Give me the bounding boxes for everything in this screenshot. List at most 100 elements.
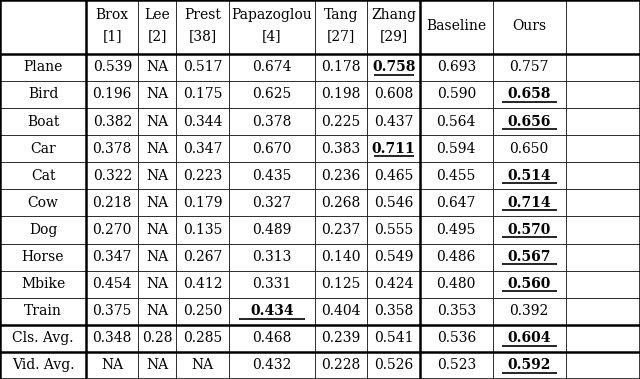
Text: 0.455: 0.455 (436, 169, 476, 183)
Text: 0.268: 0.268 (321, 196, 361, 210)
Bar (138, 162, 177, 190)
Bar (0, 216, 86, 244)
Bar (0, 54, 86, 81)
Bar (86, 54, 138, 81)
Bar (493, 325, 566, 352)
Bar (0, 135, 86, 162)
Text: Cls. Avg.: Cls. Avg. (12, 331, 74, 345)
Text: Cow: Cow (28, 196, 58, 210)
Text: 0.758: 0.758 (372, 60, 415, 74)
Bar (566, 216, 640, 244)
Text: 0.608: 0.608 (374, 88, 413, 102)
Text: [4]: [4] (262, 30, 282, 44)
Bar (493, 298, 566, 325)
Bar (229, 216, 315, 244)
Text: NA: NA (101, 359, 124, 373)
Text: NA: NA (147, 88, 168, 102)
Text: 0.378: 0.378 (93, 142, 132, 156)
Bar (420, 271, 493, 298)
Text: 0.378: 0.378 (252, 114, 292, 128)
Bar (566, 298, 640, 325)
Text: 0.650: 0.650 (509, 142, 549, 156)
Bar (315, 54, 367, 81)
Bar (138, 271, 177, 298)
Text: 0.344: 0.344 (183, 114, 222, 128)
Text: 0.327: 0.327 (252, 196, 292, 210)
Bar (86, 271, 138, 298)
Bar (138, 54, 177, 81)
Text: Train: Train (24, 304, 62, 318)
Bar (0, 108, 86, 135)
Bar (86, 81, 138, 108)
Text: 0.656: 0.656 (508, 114, 551, 128)
Bar (86, 244, 138, 271)
Text: 0.198: 0.198 (321, 88, 361, 102)
Text: NA: NA (147, 359, 168, 373)
Bar (177, 352, 229, 379)
Text: Prest: Prest (184, 8, 221, 22)
Text: 0.541: 0.541 (374, 331, 413, 345)
Text: 0.28: 0.28 (142, 331, 173, 345)
Text: NA: NA (147, 114, 168, 128)
Bar (86, 108, 138, 135)
Bar (315, 352, 367, 379)
Text: Horse: Horse (22, 250, 64, 264)
Text: 0.658: 0.658 (508, 88, 551, 102)
Text: [27]: [27] (327, 30, 355, 44)
Bar (367, 216, 420, 244)
Text: 0.435: 0.435 (252, 169, 292, 183)
Text: Papazoglou: Papazoglou (232, 8, 312, 22)
Bar (493, 54, 566, 81)
Bar (566, 244, 640, 271)
Text: 0.489: 0.489 (252, 223, 292, 237)
Text: 0.331: 0.331 (252, 277, 292, 291)
Text: Ours: Ours (512, 19, 547, 33)
Text: 0.674: 0.674 (252, 60, 292, 74)
Bar (420, 54, 493, 81)
Bar (177, 190, 229, 216)
Text: 0.555: 0.555 (374, 223, 413, 237)
Bar (566, 352, 640, 379)
Bar (229, 54, 315, 81)
Text: [1]: [1] (102, 30, 122, 44)
Bar (493, 271, 566, 298)
Bar (177, 54, 229, 81)
Bar (229, 135, 315, 162)
Bar (420, 0, 493, 54)
Text: 0.239: 0.239 (321, 331, 361, 345)
Text: 0.711: 0.711 (372, 142, 415, 156)
Text: 0.135: 0.135 (183, 223, 222, 237)
Bar (0, 271, 86, 298)
Bar (315, 298, 367, 325)
Text: 0.223: 0.223 (183, 169, 222, 183)
Bar (566, 162, 640, 190)
Text: 0.468: 0.468 (252, 331, 292, 345)
Text: 0.412: 0.412 (183, 277, 222, 291)
Text: 0.358: 0.358 (374, 304, 413, 318)
Text: 0.125: 0.125 (321, 277, 361, 291)
Bar (177, 108, 229, 135)
Bar (0, 0, 86, 54)
Text: 0.514: 0.514 (508, 169, 551, 183)
Bar (367, 352, 420, 379)
Bar (367, 190, 420, 216)
Text: 0.382: 0.382 (93, 114, 132, 128)
Bar (177, 271, 229, 298)
Text: 0.570: 0.570 (508, 223, 551, 237)
Text: 0.434: 0.434 (250, 304, 294, 318)
Text: 0.383: 0.383 (321, 142, 361, 156)
Bar (367, 271, 420, 298)
Text: 0.647: 0.647 (436, 196, 476, 210)
Text: NA: NA (147, 304, 168, 318)
Bar (566, 0, 640, 54)
Text: 0.567: 0.567 (508, 250, 551, 264)
Bar (367, 0, 420, 54)
Text: 0.495: 0.495 (436, 223, 476, 237)
Bar (138, 108, 177, 135)
Bar (0, 244, 86, 271)
Text: 0.322: 0.322 (93, 169, 132, 183)
Text: NA: NA (147, 277, 168, 291)
Bar (177, 216, 229, 244)
Bar (177, 325, 229, 352)
Bar (229, 271, 315, 298)
